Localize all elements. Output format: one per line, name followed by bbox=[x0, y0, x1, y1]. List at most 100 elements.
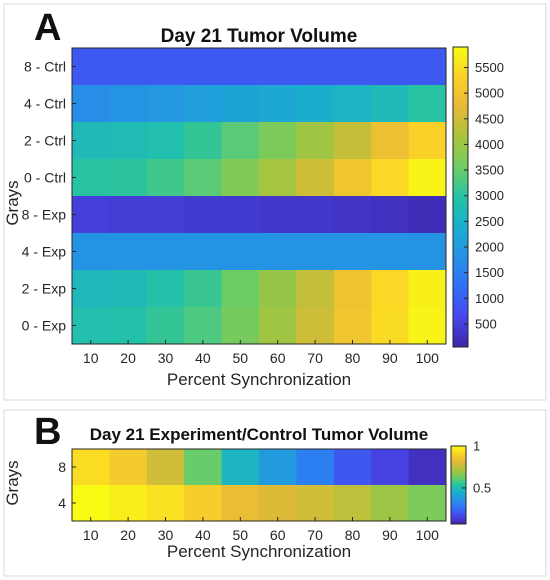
heatmap-a-x-tick-label: 10 bbox=[83, 350, 99, 366]
heatmap-a-cell bbox=[371, 196, 409, 234]
heatmap-a-cell bbox=[184, 270, 222, 308]
heatmap-a-cell bbox=[184, 159, 222, 197]
heatmap-a-y-tick-label: 0 - Exp bbox=[22, 318, 67, 334]
heatmap-a-cell bbox=[146, 85, 185, 123]
heatmap-b: 10 20 30 40 50 60 70 80 90 100 8 4 0.5 1 bbox=[58, 439, 491, 544]
heatmap-a-cell bbox=[333, 85, 372, 123]
heatmap-a-cell bbox=[333, 196, 372, 234]
heatmap-a-cell bbox=[408, 85, 447, 123]
heatmap-b-y-tick-label: 4 bbox=[58, 495, 66, 511]
heatmap-a-frame bbox=[71, 47, 447, 345]
heatmap-b-cell bbox=[109, 449, 148, 486]
heatmap-b-x-tick-label: 70 bbox=[307, 527, 323, 543]
heatmap-a-cell bbox=[371, 233, 409, 271]
heatmap-a-cell bbox=[259, 233, 297, 271]
heatmap-a-colorbar-tick-label: 500 bbox=[475, 316, 497, 331]
heatmap-a-x-tick-label: 100 bbox=[416, 350, 440, 366]
heatmap-a-cell bbox=[146, 122, 185, 160]
heatmap-a-cell bbox=[333, 48, 372, 86]
heatmap-a-y-tick-label: 8 - Ctrl bbox=[24, 59, 66, 75]
chart-a-title: Day 21 Tumor Volume bbox=[161, 26, 358, 47]
heatmap-b-cell bbox=[72, 449, 110, 486]
heatmap-a: 10 20 30 40 50 60 70 80 90 100 8 - Ctrl 4 - Ctrl 2 -… bbox=[22, 46, 504, 366]
heatmap-a-cell bbox=[109, 270, 148, 308]
heatmap-b-x-tick-label: 90 bbox=[382, 527, 398, 543]
heatmap-b-x-tick-label: 60 bbox=[270, 527, 286, 543]
heatmap-a-cell bbox=[184, 233, 222, 271]
heatmap-b-cell bbox=[408, 485, 447, 522]
heatmap-a-colorbar bbox=[453, 47, 468, 347]
heatmap-a-cell bbox=[146, 159, 185, 197]
heatmap-b-cell bbox=[296, 449, 335, 486]
heatmap-a-colorbar-tick-label: 5500 bbox=[475, 60, 504, 75]
heatmap-a-cell bbox=[221, 85, 260, 123]
heatmap-b-y-tick-label: 8 bbox=[58, 459, 66, 475]
heatmap-a-cell bbox=[259, 48, 297, 86]
heatmap-a-x-tick-label: 60 bbox=[270, 350, 286, 366]
chart-b-title: Day 21 Experiment/Control Tumor Volume bbox=[90, 425, 429, 444]
heatmap-a-x-tick-label: 80 bbox=[345, 350, 361, 366]
heatmap-b-x-tick-label: 80 bbox=[345, 527, 361, 543]
heatmap-a-cell bbox=[146, 270, 185, 308]
heatmap-a-cell bbox=[221, 307, 260, 345]
heatmap-a-cell bbox=[296, 307, 335, 345]
heatmap-a-cell bbox=[72, 159, 110, 197]
heatmap-b-cell bbox=[221, 485, 260, 522]
heatmap-a-cell bbox=[259, 270, 297, 308]
heatmap-a-colorbar-tick-label: 2500 bbox=[475, 214, 504, 229]
heatmap-a-cell bbox=[184, 48, 222, 86]
heatmap-a-colorbar-tick-label: 1500 bbox=[475, 265, 504, 280]
heatmap-a-cell bbox=[296, 159, 335, 197]
heatmap-b-x-tick-label: 40 bbox=[195, 527, 211, 543]
heatmap-b-colorbar-frame bbox=[450, 445, 467, 525]
heatmap-a-cell bbox=[72, 48, 110, 86]
heatmap-a-cell bbox=[333, 233, 372, 271]
heatmap-a-cell bbox=[371, 48, 409, 86]
heatmap-a-cell bbox=[408, 122, 447, 160]
heatmap-b-cell bbox=[371, 485, 409, 522]
heatmap-a-cell bbox=[371, 85, 409, 123]
heatmap-a-y-tick-label: 2 - Exp bbox=[22, 281, 67, 297]
heatmap-a-x-tick-label: 20 bbox=[120, 350, 136, 366]
heatmap-a-cell bbox=[221, 48, 260, 86]
heatmap-a-cell bbox=[333, 122, 372, 160]
chart-a-xlabel: Percent Synchronization bbox=[167, 370, 351, 389]
heatmap-a-colorbar-tick-label: 4000 bbox=[475, 137, 504, 152]
heatmap-b-cell bbox=[146, 449, 185, 486]
heatmap-a-x-tick-label: 30 bbox=[158, 350, 174, 366]
heatmap-a-cell bbox=[333, 307, 372, 345]
heatmap-a-cell bbox=[184, 307, 222, 345]
heatmap-a-cell bbox=[259, 85, 297, 123]
heatmap-b-colorbar bbox=[451, 446, 466, 524]
heatmap-a-cell bbox=[408, 270, 447, 308]
heatmap-a-cell bbox=[333, 159, 372, 197]
heatmap-b-x-tick-label: 100 bbox=[416, 527, 440, 543]
heatmap-a-cell bbox=[408, 307, 447, 345]
heatmap-a-cell bbox=[296, 85, 335, 123]
heatmap-a-cell bbox=[408, 196, 447, 234]
heatmap-a-cell bbox=[109, 122, 148, 160]
heatmap-a-cell bbox=[371, 122, 409, 160]
chart-b-ylabel: Grays bbox=[3, 460, 22, 505]
heatmap-a-cell bbox=[333, 270, 372, 308]
heatmap-a-cell bbox=[221, 233, 260, 271]
heatmap-a-y-tick-label: 2 - Ctrl bbox=[24, 133, 66, 149]
heatmap-a-cell bbox=[371, 307, 409, 345]
heatmap-b-frame bbox=[71, 448, 447, 522]
heatmap-b-cell bbox=[221, 449, 260, 486]
chart-b-xlabel: Percent Synchronization bbox=[167, 542, 351, 561]
heatmap-a-cell bbox=[221, 196, 260, 234]
heatmap-b-colorbar-tick-label: 0.5 bbox=[473, 480, 491, 495]
heatmap-a-cell bbox=[296, 196, 335, 234]
heatmap-a-y-tick-label: 4 - Ctrl bbox=[24, 96, 66, 112]
heatmap-a-colorbar-frame bbox=[452, 46, 469, 348]
heatmap-a-y-tick-label: 4 - Exp bbox=[22, 244, 67, 260]
panel-b-letter: B bbox=[34, 411, 61, 453]
heatmap-a-cell bbox=[259, 307, 297, 345]
heatmap-a-colorbar-tick-label: 3500 bbox=[475, 163, 504, 178]
heatmap-b-cell bbox=[72, 485, 110, 522]
heatmap-a-cell bbox=[146, 48, 185, 86]
heatmap-b-cell bbox=[184, 485, 222, 522]
heatmap-a-cell bbox=[146, 233, 185, 271]
